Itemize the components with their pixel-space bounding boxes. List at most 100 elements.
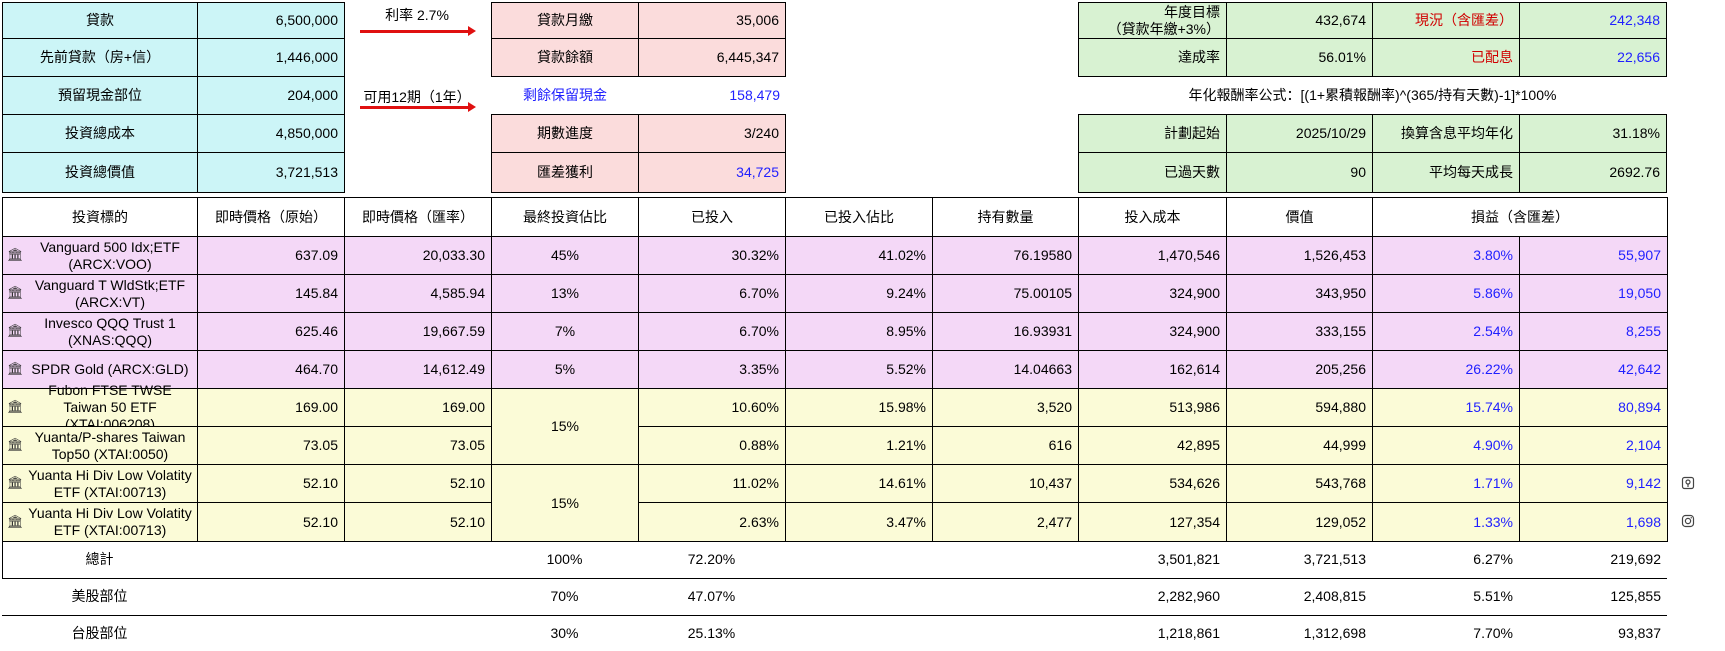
bank-icon: 🏛 bbox=[7, 514, 24, 530]
cost: 127,354 bbox=[1078, 502, 1227, 542]
invested-share: 1.21% bbox=[785, 426, 933, 465]
invested-pct: 10.60% bbox=[638, 388, 786, 427]
target-ratio-merged: 15% bbox=[491, 388, 639, 465]
period-progress-value: 3/240 bbox=[638, 114, 786, 153]
pl-amount: 80,894 bbox=[1519, 388, 1668, 427]
summary-label: 台股部位 bbox=[71, 624, 128, 641]
invested-pct: 30.32% bbox=[638, 236, 786, 275]
holding-name-cell: 🏛 Yuanta Hi Div Low Volatity ETF (XTAI:00… bbox=[2, 464, 198, 503]
reserve-cash-label: 預留現金部位 bbox=[2, 76, 198, 115]
holding-name-cell: 🏛 Yuanta Hi Div Low Volatity ETF (XTAI:00… bbox=[2, 502, 198, 542]
price-raw: 73.05 bbox=[197, 426, 345, 465]
bank-icon: 🏛 bbox=[7, 362, 24, 377]
holding-name[interactable]: Vanguard T WldStk;ETF (ARCX:VT) bbox=[34, 276, 186, 310]
invested-pct: 0.88% bbox=[638, 426, 786, 465]
holding-name[interactable]: Yuanta/P-shares Taiwan Top50 (XTAI:0050) bbox=[34, 428, 186, 462]
value: 333,155 bbox=[1226, 312, 1373, 351]
plan-start-label: 計劃起始 bbox=[1078, 114, 1227, 153]
pl-amount: 42,642 bbox=[1519, 350, 1668, 389]
holding-name-cell: 🏛 Yuanta/P-shares Taiwan Top50 (XTAI:0050… bbox=[2, 426, 198, 465]
invested-share: 3.47% bbox=[785, 502, 933, 542]
holding-name-cell: 🏛 Fubon FTSE TWSE Taiwan 50 ETF (XTAI:006… bbox=[2, 382, 198, 432]
quantity: 75.00105 bbox=[932, 274, 1079, 313]
summary-label: 美股部位 bbox=[71, 588, 128, 604]
summary-pl: 125,855 bbox=[1610, 588, 1661, 604]
days-passed-label: 已過天數 bbox=[1078, 152, 1227, 193]
target-ratio: 7% bbox=[491, 312, 639, 351]
summary-pl: 219,692 bbox=[1610, 551, 1661, 567]
holding-name[interactable]: SPDR Gold (ARCX:GLD) bbox=[31, 361, 189, 377]
target-ratio: 5% bbox=[491, 350, 639, 389]
invested-share: 14.61% bbox=[785, 464, 933, 503]
table-header-5: 已投入佔比 bbox=[785, 197, 933, 237]
summary-pl-pct: 7.70% bbox=[1473, 624, 1513, 641]
instagram-icon[interactable] bbox=[1680, 513, 1696, 529]
price-fx: 52.10 bbox=[344, 464, 492, 503]
value: 543,768 bbox=[1226, 464, 1373, 503]
holding-name[interactable]: Invesco QQQ Trust 1 (XNAS:QQQ) bbox=[44, 314, 176, 348]
table-header-7: 投入成本 bbox=[1078, 197, 1227, 237]
pl-pct: 4.90% bbox=[1372, 426, 1520, 465]
holding-name[interactable]: Yuanta Hi Div Low Volatity ETF (XTAI:007… bbox=[28, 505, 192, 538]
invested-share: 5.52% bbox=[785, 350, 933, 389]
summary-target: 100% bbox=[546, 551, 583, 567]
table-header-6: 持有數量 bbox=[932, 197, 1079, 237]
dividend-label: 已配息 bbox=[1372, 38, 1520, 77]
prev-loan-label: 先前貸款（房+信） bbox=[2, 38, 198, 77]
price-raw: 52.10 bbox=[197, 464, 345, 503]
pl-amount: 9,142 bbox=[1519, 464, 1668, 503]
summary-target: 30% bbox=[550, 624, 579, 641]
target-ratio: 13% bbox=[491, 274, 639, 313]
summary-divider bbox=[2, 578, 1667, 579]
monthly-payment-label: 貸款月繳 bbox=[491, 2, 639, 39]
summary-invested-pct: 72.20% bbox=[687, 551, 736, 567]
arrow-right-icon bbox=[360, 102, 476, 112]
holding-name[interactable]: Yuanta Hi Div Low Volatity ETF (XTAI:007… bbox=[28, 466, 192, 500]
table-header-3: 最終投資佔比 bbox=[491, 197, 639, 237]
price-fx: 19,667.59 bbox=[344, 312, 492, 351]
price-raw: 169.00 bbox=[197, 388, 345, 427]
price-fx: 14,612.49 bbox=[344, 350, 492, 389]
pl-pct: 1.33% bbox=[1372, 502, 1520, 542]
price-raw: 145.84 bbox=[197, 274, 345, 313]
summary-pl-pct: 6.27% bbox=[1473, 551, 1513, 567]
pl-pct: 26.22% bbox=[1372, 350, 1520, 389]
annual-target-label-line1: 年度目標 bbox=[1164, 3, 1220, 20]
target-ratio: 45% bbox=[491, 236, 639, 275]
quantity: 2,477 bbox=[932, 502, 1079, 542]
value: 205,256 bbox=[1226, 350, 1373, 389]
quantity: 616 bbox=[932, 426, 1079, 465]
achieve-rate-value: 56.01% bbox=[1226, 38, 1373, 77]
daily-growth-value: 2692.76 bbox=[1519, 152, 1667, 193]
bank-icon: 🏛 bbox=[7, 400, 24, 415]
target-ratio-merged: 15% bbox=[491, 464, 639, 542]
value: 44,999 bbox=[1226, 426, 1373, 465]
pin-icon[interactable] bbox=[1680, 475, 1696, 491]
cost: 513,986 bbox=[1078, 388, 1227, 427]
table-header-9: 損益（含匯差） bbox=[1372, 197, 1668, 237]
table-header-2: 即時價格（匯率） bbox=[344, 197, 492, 237]
table-header-4: 已投入 bbox=[638, 197, 786, 237]
fx-gain-label: 匯差獲利 bbox=[491, 152, 639, 193]
invested-pct: 3.35% bbox=[638, 350, 786, 389]
price-fx: 169.00 bbox=[344, 388, 492, 427]
invested-share: 41.02% bbox=[785, 236, 933, 275]
summary-label: 總計 bbox=[85, 551, 114, 567]
bank-icon: 🏛 bbox=[7, 248, 24, 263]
summary-cost: 2,282,960 bbox=[1157, 588, 1220, 604]
cost: 534,626 bbox=[1078, 464, 1227, 503]
current-status-label: 現況（含匯差） bbox=[1372, 2, 1520, 39]
arrow-right-icon bbox=[360, 26, 476, 36]
pl-pct: 1.71% bbox=[1372, 464, 1520, 503]
loan-value: 6,500,000 bbox=[197, 2, 345, 39]
holding-name[interactable]: Vanguard 500 Idx;ETF (ARCX:VOO) bbox=[40, 238, 180, 272]
total-value-label: 投資總價值 bbox=[2, 152, 198, 193]
quantity: 76.19580 bbox=[932, 236, 1079, 275]
summary-value: 2,408,815 bbox=[1303, 588, 1366, 604]
total-cost-value: 4,850,000 bbox=[197, 114, 345, 153]
loan-label: 貸款 bbox=[2, 2, 198, 39]
remaining-cash-value: 158,479 bbox=[729, 87, 780, 103]
pl-pct: 2.54% bbox=[1372, 312, 1520, 351]
price-fx: 20,033.30 bbox=[344, 236, 492, 275]
pl-amount: 1,698 bbox=[1519, 502, 1668, 542]
